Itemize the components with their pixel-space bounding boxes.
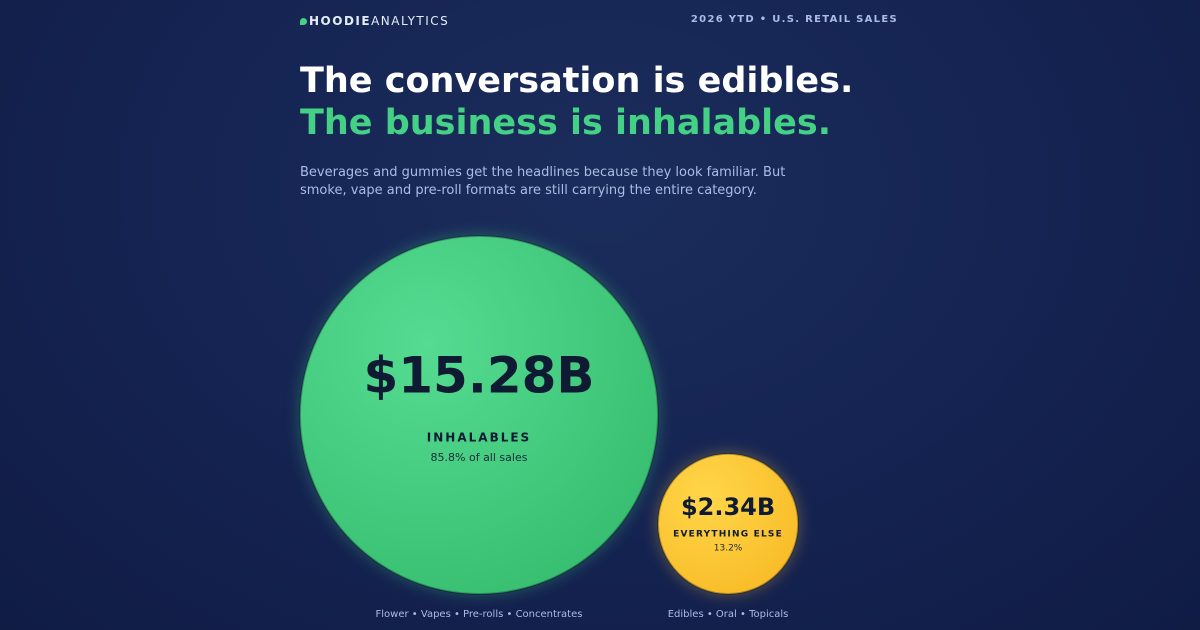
share-label: 85.8% of all sales [431, 451, 528, 464]
value-label: $15.28B [363, 347, 594, 405]
share-label: 13.2% [714, 543, 743, 553]
headline: The conversation is edibles. The business… [300, 60, 853, 144]
headline-line: The business is inhalables. [300, 103, 832, 143]
value-label: $2.34B [681, 493, 775, 521]
bubble [299, 235, 659, 595]
brand-bold: HOODIE [309, 14, 372, 28]
category-label: EVERYTHING ELSE [673, 529, 783, 539]
category-label: INHALABLES [427, 431, 531, 445]
brand-light: ANALYTICS [371, 14, 450, 28]
tag: 2026 YTD • U.S. RETAIL SALES [690, 14, 898, 25]
description: Flower • Vapes • Pre-rolls • Concentrate… [376, 609, 583, 620]
description: Edibles • Oral • Topicals [668, 609, 789, 620]
headline-line: The conversation is edibles. [300, 61, 854, 101]
bubble [657, 452, 800, 595]
brand: HOODIEANALYTICS [300, 14, 449, 28]
subtitle: Beverages and gummies get the headlines … [300, 165, 786, 198]
